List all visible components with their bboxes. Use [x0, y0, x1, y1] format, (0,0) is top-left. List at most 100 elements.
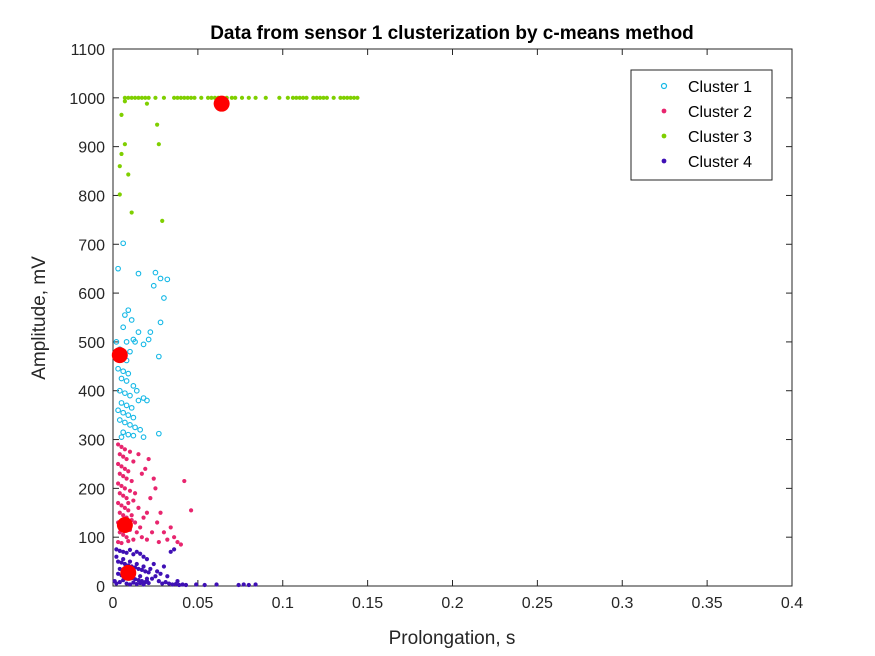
- data-point: [290, 95, 296, 100]
- data-point: [128, 317, 135, 323]
- data-point: [115, 407, 121, 414]
- data-point: [121, 549, 126, 554]
- data-point: [121, 532, 126, 537]
- data-point: [119, 464, 124, 469]
- data-point: [141, 554, 146, 559]
- series-cluster-1: [113, 240, 171, 440]
- data-point: [129, 513, 134, 518]
- legend-label: Cluster 3: [688, 129, 752, 146]
- data-point: [175, 579, 180, 584]
- data-point: [115, 500, 121, 506]
- data-point: [146, 95, 151, 100]
- data-point: [161, 564, 167, 569]
- data-point: [127, 449, 133, 454]
- data-point: [124, 550, 129, 555]
- data-point: [317, 95, 323, 100]
- data-point: [131, 498, 136, 503]
- data-point: [263, 95, 268, 100]
- data-point: [119, 151, 124, 157]
- data-point: [165, 574, 170, 579]
- data-point: [321, 95, 326, 100]
- data-point: [124, 496, 129, 501]
- data-point: [131, 580, 136, 585]
- data-point: [123, 378, 130, 384]
- data-point: [138, 574, 143, 579]
- data-point: [153, 95, 158, 100]
- data-point: [152, 269, 159, 276]
- legend-label: Cluster 4: [688, 154, 752, 171]
- y-tick-label: 500: [78, 335, 105, 352]
- data-point: [144, 510, 150, 515]
- data-point: [345, 95, 350, 100]
- data-point: [134, 549, 139, 554]
- y-tick-label: 0: [96, 579, 105, 596]
- data-point: [157, 275, 164, 282]
- legend-marker: [661, 108, 667, 114]
- data-point: [135, 329, 142, 335]
- legend-label: Cluster 2: [688, 104, 752, 121]
- data-point: [192, 95, 197, 100]
- centroids: [111, 95, 230, 581]
- x-tick-label: 0.35: [692, 595, 723, 612]
- data-point: [143, 466, 148, 471]
- centroid-marker: [213, 95, 230, 112]
- data-point: [117, 452, 122, 457]
- data-point: [126, 508, 131, 513]
- data-point: [122, 95, 127, 100]
- data-point: [120, 368, 127, 375]
- data-point: [130, 382, 137, 389]
- data-point: [118, 375, 125, 382]
- data-point: [155, 569, 160, 574]
- data-point: [124, 581, 129, 586]
- x-tick-label: 0: [109, 595, 118, 612]
- data-point: [120, 324, 127, 331]
- legend: Cluster 1 Cluster 2 Cluster 3 Cluster 4: [630, 69, 773, 181]
- data-point: [125, 370, 132, 377]
- data-point: [172, 535, 177, 540]
- data-point: [122, 419, 128, 426]
- data-point: [147, 329, 154, 335]
- x-tick-label: 0.3: [611, 595, 633, 612]
- legend-box: [630, 69, 773, 181]
- data-point: [126, 95, 131, 100]
- legend-marker: [661, 158, 667, 164]
- data-point: [277, 95, 282, 100]
- data-point: [127, 392, 133, 399]
- data-point: [180, 582, 185, 587]
- data-point: [175, 95, 180, 100]
- data-point: [149, 530, 155, 535]
- x-tick-label: 0.2: [441, 595, 463, 612]
- data-point: [155, 353, 162, 360]
- data-point: [148, 566, 153, 572]
- legend-marker: [660, 82, 668, 90]
- data-point: [122, 312, 128, 318]
- data-point: [115, 461, 121, 467]
- data-point: [331, 95, 336, 100]
- data-point: [127, 547, 133, 552]
- x-tick-label: 0.15: [352, 595, 383, 612]
- y-tick-label: 300: [78, 433, 105, 450]
- data-point: [146, 570, 151, 575]
- data-point: [122, 486, 127, 491]
- data-point: [158, 510, 163, 515]
- y-tick-label: 400: [78, 384, 105, 401]
- data-point: [246, 95, 251, 100]
- data-point: [117, 510, 122, 515]
- data-point: [164, 276, 171, 283]
- x-tick-label: 0.05: [182, 595, 213, 612]
- data-point: [183, 582, 189, 588]
- data-point: [324, 95, 329, 100]
- data-point: [127, 582, 133, 587]
- data-point: [153, 486, 158, 491]
- data-point: [205, 95, 211, 100]
- data-point: [139, 567, 144, 572]
- data-point: [151, 561, 156, 567]
- data-point: [214, 582, 219, 587]
- data-point: [133, 387, 140, 394]
- data-point: [253, 582, 258, 587]
- data-point: [341, 95, 346, 100]
- data-point: [170, 582, 175, 587]
- chart-title: Data from sensor 1 clusterization by c-m…: [210, 23, 694, 44]
- data-point: [151, 476, 156, 481]
- data-point: [140, 341, 147, 348]
